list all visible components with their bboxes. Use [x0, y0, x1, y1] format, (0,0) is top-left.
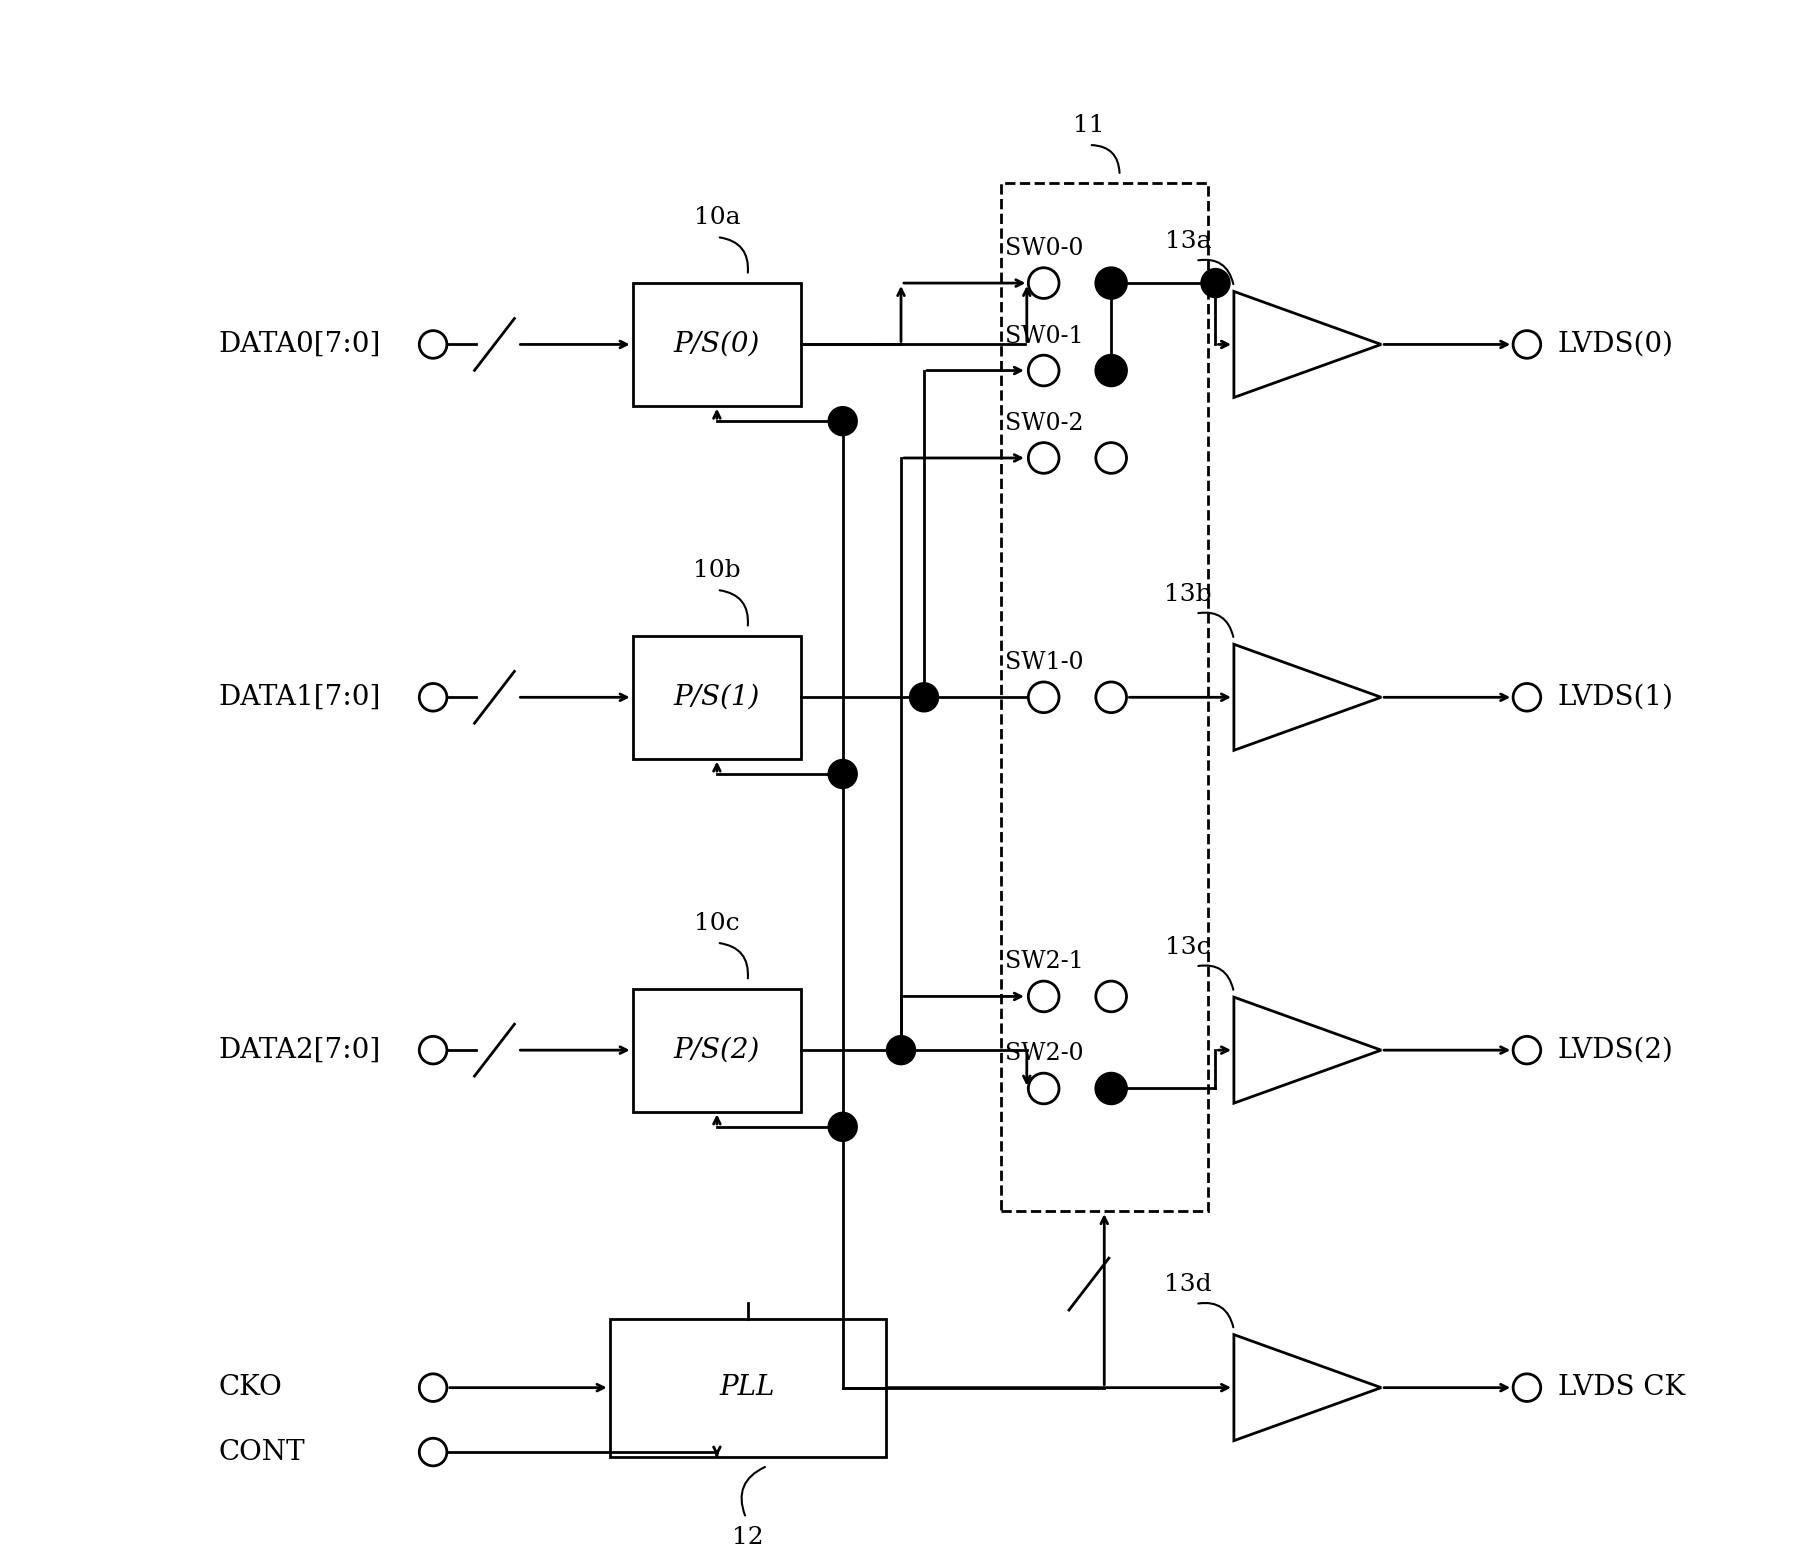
Text: SW0-1: SW0-1: [1006, 324, 1085, 348]
Text: P/S(1): P/S(1): [674, 684, 760, 711]
Polygon shape: [1234, 292, 1380, 398]
Circle shape: [1514, 683, 1541, 711]
Text: 11: 11: [1074, 114, 1105, 137]
Bar: [633, 284, 802, 405]
Text: SW2-1: SW2-1: [1006, 951, 1085, 973]
Circle shape: [1096, 981, 1126, 1012]
Circle shape: [887, 1037, 915, 1063]
Text: SW0-2: SW0-2: [1006, 412, 1085, 435]
Text: LVDS(0): LVDS(0): [1557, 331, 1674, 359]
Text: LVDS(2): LVDS(2): [1557, 1037, 1674, 1063]
Text: DATA2[7:0]: DATA2[7:0]: [218, 1037, 380, 1063]
Circle shape: [829, 407, 856, 435]
Circle shape: [1029, 1073, 1060, 1104]
Bar: [633, 636, 802, 759]
Circle shape: [910, 683, 937, 711]
Circle shape: [1029, 981, 1060, 1012]
Circle shape: [420, 331, 447, 359]
Polygon shape: [1234, 998, 1380, 1104]
Circle shape: [420, 1373, 447, 1402]
Text: DATA1[7:0]: DATA1[7:0]: [218, 684, 380, 711]
Circle shape: [829, 761, 856, 787]
Text: LVDS CK: LVDS CK: [1557, 1373, 1685, 1402]
Polygon shape: [1234, 1335, 1380, 1441]
Text: SW1-0: SW1-0: [1006, 652, 1085, 675]
Text: 13d: 13d: [1164, 1274, 1211, 1296]
Text: 10c: 10c: [694, 912, 739, 935]
Text: P/S(2): P/S(2): [674, 1037, 760, 1063]
Text: CONT: CONT: [218, 1439, 305, 1465]
Circle shape: [1096, 1073, 1126, 1104]
Circle shape: [1514, 1373, 1541, 1402]
Polygon shape: [1234, 644, 1380, 750]
Text: 13c: 13c: [1166, 935, 1211, 959]
Text: 13a: 13a: [1164, 231, 1211, 253]
Circle shape: [420, 1439, 447, 1465]
Circle shape: [1514, 331, 1541, 359]
Text: CKO: CKO: [218, 1373, 283, 1402]
Circle shape: [1096, 443, 1126, 474]
Text: SW2-0: SW2-0: [1006, 1043, 1085, 1065]
Text: DATA0[7:0]: DATA0[7:0]: [218, 331, 380, 359]
Circle shape: [1096, 681, 1126, 712]
Text: P/S(0): P/S(0): [674, 331, 760, 359]
Circle shape: [420, 1037, 447, 1063]
Bar: [1000, 184, 1207, 1211]
Circle shape: [420, 683, 447, 711]
Circle shape: [1096, 268, 1126, 298]
Circle shape: [1029, 443, 1060, 474]
Text: SW0-0: SW0-0: [1006, 237, 1083, 260]
Bar: [609, 1319, 885, 1456]
Circle shape: [1202, 270, 1229, 296]
Bar: [633, 988, 802, 1112]
Text: 12: 12: [732, 1526, 764, 1548]
Circle shape: [1514, 1037, 1541, 1063]
Text: 10b: 10b: [694, 560, 741, 582]
Text: 10a: 10a: [694, 206, 741, 229]
Text: PLL: PLL: [721, 1373, 775, 1402]
Circle shape: [1029, 355, 1060, 387]
Text: LVDS(1): LVDS(1): [1557, 684, 1674, 711]
Circle shape: [829, 1113, 856, 1141]
Circle shape: [1097, 270, 1124, 296]
Circle shape: [1097, 1074, 1124, 1102]
Circle shape: [1029, 681, 1060, 712]
Circle shape: [1097, 357, 1124, 385]
Text: 13b: 13b: [1164, 583, 1211, 606]
Circle shape: [1096, 355, 1126, 387]
Circle shape: [1029, 268, 1060, 298]
